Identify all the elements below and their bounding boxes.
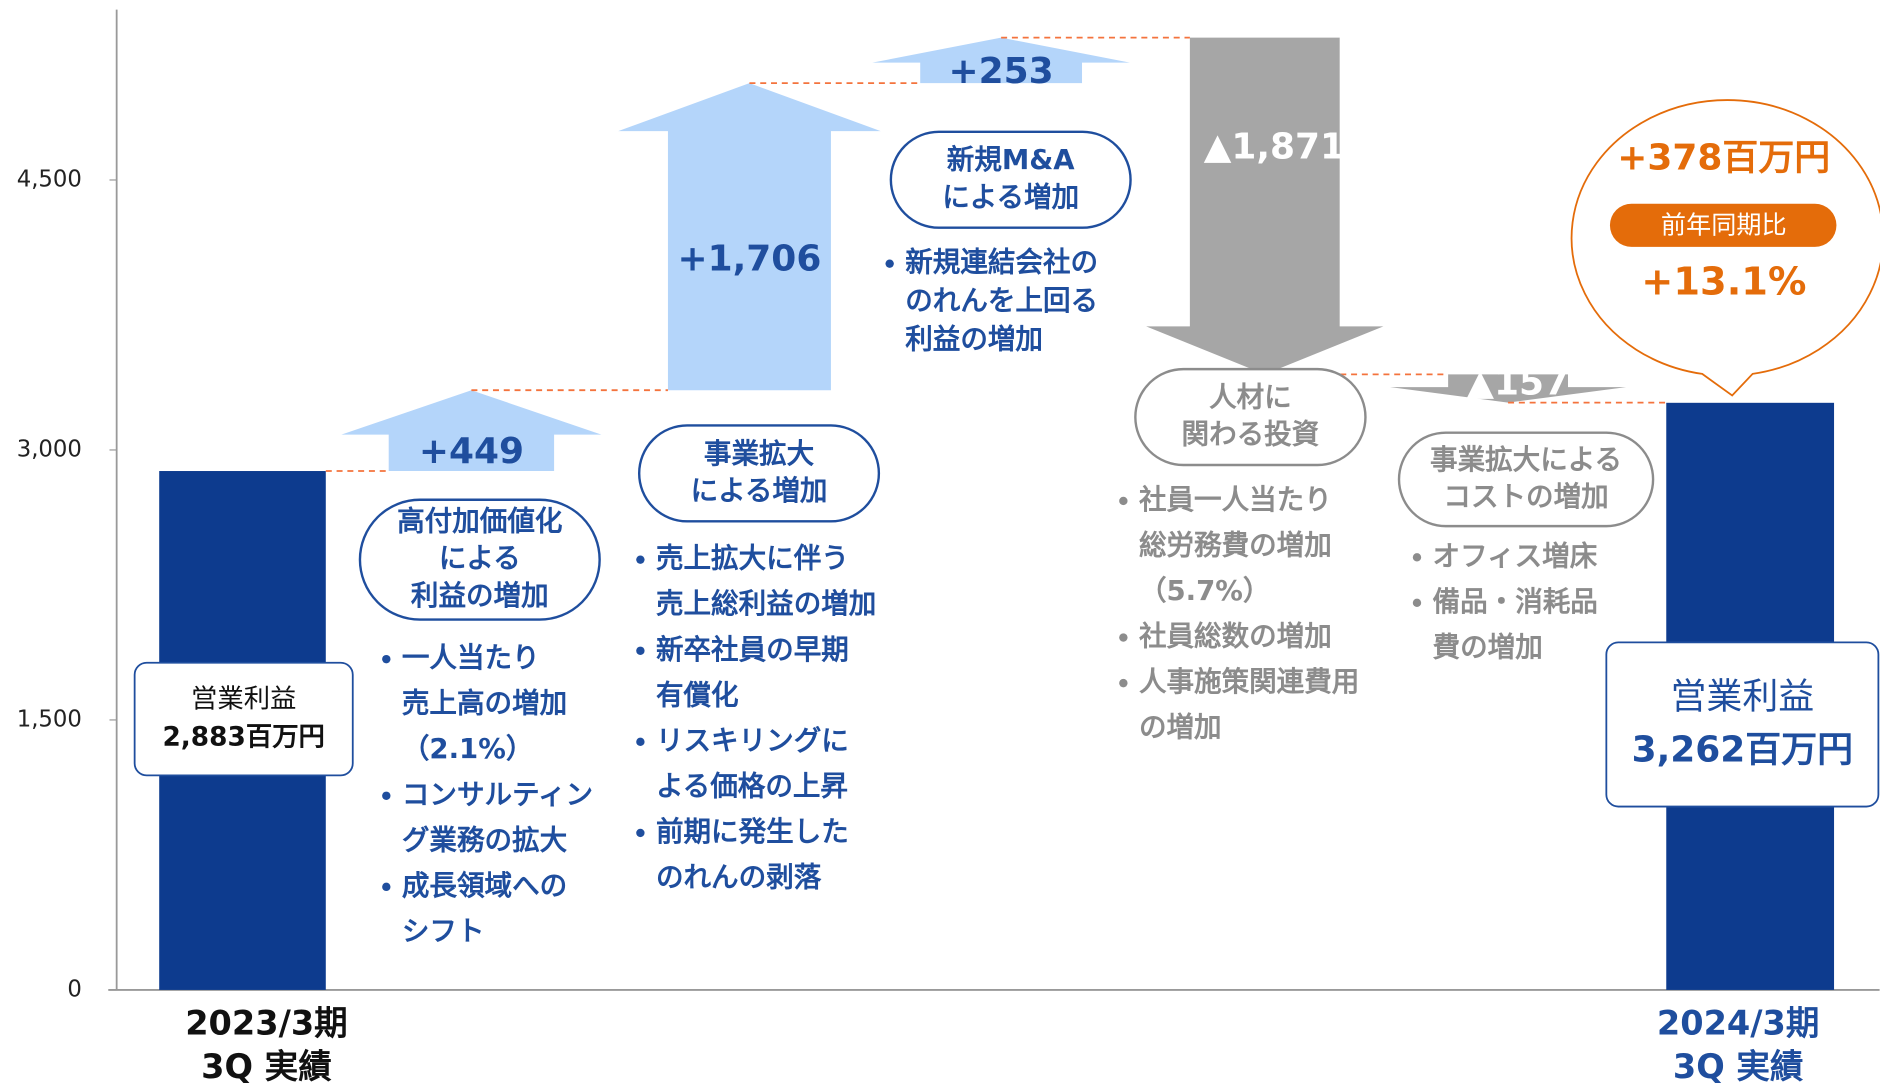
note: 備品・消耗品費の増加 (1433, 586, 1598, 664)
category-box (637, 424, 881, 523)
arrow (872, 37, 1130, 84)
note: 社員一人当たり総労務費の増加（5.7%） (1139, 484, 1332, 607)
callout-change: +378百万円 (1617, 137, 1830, 178)
category-box (1134, 367, 1367, 467)
note: 前期に発生したのれんの剥落 (656, 816, 849, 894)
note: 成長領域へのシフト (402, 870, 567, 948)
category-label: 事業拡大によるコストの増加 (1430, 444, 1622, 513)
bullet (636, 646, 645, 655)
callout-rate: +13.1% (1641, 260, 1806, 305)
y-tick-label: 1,500 (17, 706, 82, 732)
bullet (636, 828, 645, 838)
note: 人事施策関連費用の増加 (1139, 666, 1359, 744)
bullet (382, 654, 391, 664)
category-box (889, 130, 1132, 229)
arrow (1146, 37, 1384, 375)
bullet (885, 259, 894, 268)
note: コンサルティング業務の拡大 (402, 779, 593, 857)
category-box (358, 498, 601, 621)
bullet (636, 555, 645, 564)
arrow (341, 390, 602, 472)
arrow (1390, 374, 1627, 403)
value-label: +1,706 (678, 239, 822, 280)
note: 新卒社員の早期有償化 (656, 634, 849, 712)
note: 売上拡大に伴う売上総利益の増加 (656, 543, 876, 621)
value-label: +253 (949, 51, 1054, 92)
callout (1570, 99, 1880, 397)
x-tick-label: 2024/3期 3Q 実績 (1657, 1003, 1820, 1085)
total-value: 2,883百万円 (162, 723, 324, 753)
value-label: ▲1,871 (1204, 127, 1345, 168)
arrow (618, 83, 881, 391)
note: 一人当たり売上高の増加（2.1%） (402, 642, 567, 765)
total-value: 3,262百万円 (1632, 729, 1854, 770)
y-tick-label: 4,500 (17, 166, 82, 192)
category-label: 事業拡大による増加 (691, 438, 828, 507)
note: 社員総数の増加 (1139, 621, 1332, 653)
callout-caption: 前年同期比 (1661, 211, 1787, 240)
category-label: 人材に関わる投資 (1182, 381, 1320, 450)
bullet (382, 791, 391, 800)
category-label: 高付加価値化による利益の増加 (397, 506, 562, 612)
total-box (1605, 641, 1880, 808)
value-label: +449 (419, 431, 524, 472)
note: 新規連結会社ののれんを上回る利益の増加 (905, 247, 1098, 356)
category-label: 新規M&A による増加 (942, 144, 1079, 213)
bullet (636, 737, 645, 747)
x-tick-label: 2023/3期 3Q 実績 (185, 1003, 348, 1085)
note: リスキリングによる価格の上昇 (656, 725, 849, 803)
bullet (382, 882, 391, 892)
y-tick-label: 3,000 (17, 436, 82, 462)
category-box (1397, 431, 1655, 528)
total-caption: 営業利益 (191, 684, 296, 714)
value-label: ▲157 (1466, 362, 1569, 403)
callout-pill (1609, 203, 1837, 247)
bullet (1119, 678, 1128, 688)
total-box (133, 661, 354, 777)
bullet (1119, 633, 1128, 642)
bullet (1412, 598, 1422, 608)
y-tick-label: 0 (67, 976, 81, 1002)
bullet (1412, 553, 1422, 562)
bullet (1119, 496, 1128, 506)
total-caption: 営業利益 (1670, 677, 1814, 718)
note: オフィス増床 (1433, 540, 1598, 572)
